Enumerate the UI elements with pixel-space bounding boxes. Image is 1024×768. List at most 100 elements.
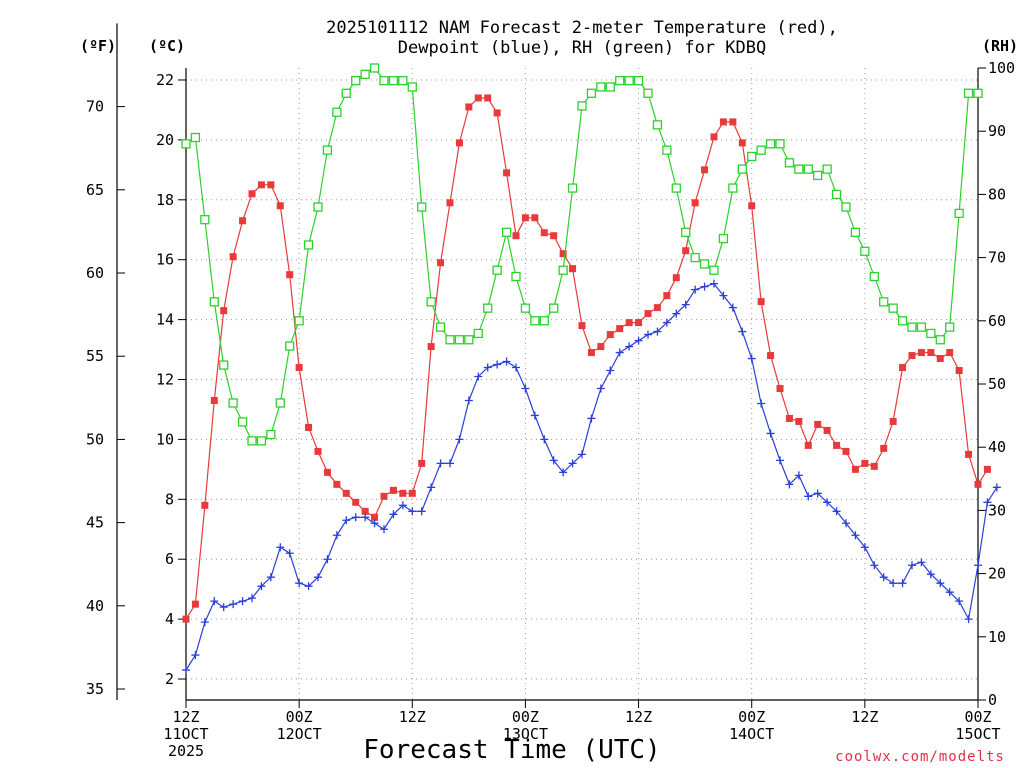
rh-point xyxy=(784,158,795,168)
temperature-point xyxy=(616,325,624,333)
temperature-point xyxy=(597,343,605,351)
temperature-point xyxy=(776,384,784,392)
dewpoint-point xyxy=(974,561,982,570)
dewpoint-point xyxy=(474,372,483,381)
temperature-point xyxy=(738,139,746,147)
temperature-point xyxy=(889,417,897,425)
dewpoint-point xyxy=(596,384,605,393)
dewpoint-point xyxy=(389,510,398,519)
rh-point xyxy=(860,246,870,256)
rh-point xyxy=(530,316,540,326)
dewpoint-point xyxy=(512,363,520,372)
dewpoint-point xyxy=(398,501,407,510)
rh-point xyxy=(256,436,267,446)
dewpoint-point xyxy=(248,594,256,603)
celsius-tick-label: 12 xyxy=(156,371,174,389)
temperature-point xyxy=(644,310,652,318)
rh-tick-label: 40 xyxy=(988,438,1006,456)
dewpoint-point xyxy=(417,507,426,516)
fahrenheit-tick-label: 40 xyxy=(86,597,104,615)
temperature-point xyxy=(201,501,209,509)
temperature-point xyxy=(305,423,313,431)
dewpoint-point xyxy=(191,651,200,660)
rh-point xyxy=(718,233,729,244)
temperature-point xyxy=(465,103,473,111)
temperature-point xyxy=(851,465,859,473)
rh-point xyxy=(501,227,512,237)
rh-tick-label: 50 xyxy=(988,375,1006,393)
rh-point xyxy=(237,417,248,427)
temperature-point xyxy=(371,513,379,521)
dewpoint-point xyxy=(634,336,643,345)
dewpoint-point xyxy=(351,513,360,522)
temperature-point xyxy=(606,331,614,339)
time-tick-label: 12Z xyxy=(625,708,652,726)
temperature-point xyxy=(540,229,548,237)
title-line-1: 2025101112 NAM Forecast 2-meter Temperat… xyxy=(326,18,838,38)
rh-tick-label: 100 xyxy=(988,59,1015,77)
dewpoint-point xyxy=(266,573,275,582)
dewpoint-point xyxy=(568,459,577,468)
rh-point xyxy=(888,303,898,313)
chart-title: 2025101112 NAM Forecast 2-meter Temperat… xyxy=(326,18,838,58)
temperature-point xyxy=(286,271,294,279)
dewpoint-point xyxy=(464,396,473,405)
temperature-point xyxy=(550,232,558,240)
temperature-point xyxy=(965,450,973,458)
temperature-point xyxy=(861,459,869,467)
rh-point xyxy=(841,202,851,212)
dewpoint-point xyxy=(719,291,728,300)
dewpoint-point xyxy=(644,330,652,339)
dewpoint-point xyxy=(691,285,700,294)
dewpoint-point xyxy=(823,498,832,507)
dewpoint-point xyxy=(332,531,341,540)
rh-point xyxy=(398,75,408,86)
temperature-point xyxy=(955,367,963,375)
rh-point xyxy=(275,398,285,408)
dewpoint-point xyxy=(936,579,945,588)
rh-point xyxy=(247,436,257,446)
rh-point xyxy=(709,265,719,275)
rh-point xyxy=(322,145,333,155)
source-credit: coolwx.com/modelts xyxy=(835,749,1005,765)
dewpoint-point xyxy=(898,579,907,588)
rh-point xyxy=(303,240,314,250)
dewpoint-point xyxy=(521,384,530,393)
fahrenheit-unit-label: (ºF) xyxy=(80,37,116,55)
temperature-point xyxy=(691,199,699,207)
rh-tick-label: 60 xyxy=(988,312,1006,330)
dewpoint-point xyxy=(295,579,304,588)
dewpoint-point xyxy=(549,456,558,465)
temperature-point xyxy=(220,307,228,315)
temperature-point xyxy=(474,94,482,102)
dewpoint-point xyxy=(446,459,454,468)
temperature-point xyxy=(983,465,991,473)
fahrenheit-tick-label: 50 xyxy=(86,430,104,448)
temperature-point xyxy=(682,247,690,255)
rh-point xyxy=(341,88,351,98)
dewpoint-point xyxy=(380,525,388,534)
dewpoint-point xyxy=(540,435,549,444)
dewpoint-point xyxy=(502,357,511,366)
time-tick-label: 12OCT xyxy=(277,725,322,743)
rh-point xyxy=(907,322,917,332)
time-tick-label: 2025 xyxy=(168,742,204,760)
rh-point xyxy=(360,69,370,79)
time-tick-label: 00Z xyxy=(738,708,765,726)
rh-point xyxy=(388,75,399,86)
dewpoint-point xyxy=(813,489,822,498)
temperature-point xyxy=(408,489,416,497)
rh-point xyxy=(369,63,380,73)
dewpoint-point xyxy=(738,327,747,336)
temperature-point xyxy=(314,447,322,455)
fahrenheit-tick-label: 60 xyxy=(86,264,104,282)
temperature-point xyxy=(804,441,812,449)
rh-point xyxy=(228,398,238,408)
temperature-point xyxy=(833,441,841,449)
rh-point xyxy=(794,164,804,174)
temperature-point xyxy=(521,214,529,222)
temperature-point xyxy=(663,292,671,300)
temperature-point xyxy=(531,214,539,222)
rh-point xyxy=(699,259,710,269)
time-tick-label: 11OCT xyxy=(163,725,208,743)
